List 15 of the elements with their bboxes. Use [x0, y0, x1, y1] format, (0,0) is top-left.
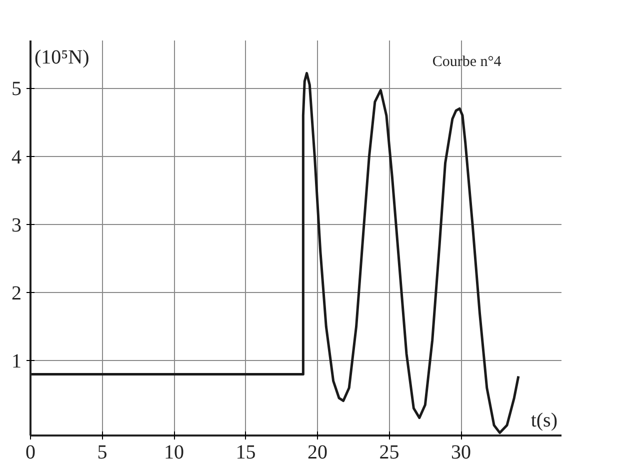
y-tick-label: 1 [12, 350, 22, 373]
y-tick-label: 2 [12, 282, 22, 304]
y-tick-label: 4 [12, 146, 22, 168]
x-tick-label: 15 [236, 442, 256, 464]
x-tick-label: 5 [97, 442, 108, 464]
x-axis-title: t(s) [530, 410, 558, 432]
x-tick-label: 25 [379, 442, 400, 464]
annotation: Courbe n°4 [432, 54, 502, 70]
x-tick-label: 0 [26, 442, 36, 464]
y-tick-label: 5 [12, 78, 22, 100]
x-tick-label: 30 [451, 442, 472, 464]
y-tick-label: 3 [12, 214, 22, 236]
y-axis-title: (10⁵N) [34, 46, 90, 68]
x-tick-label: 10 [164, 442, 184, 464]
x-tick-label: 20 [308, 442, 328, 464]
